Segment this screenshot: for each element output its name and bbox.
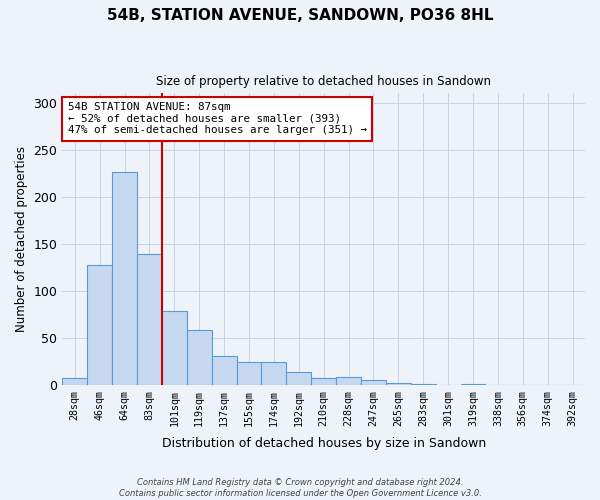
Text: 54B STATION AVENUE: 87sqm
← 52% of detached houses are smaller (393)
47% of semi: 54B STATION AVENUE: 87sqm ← 52% of detac… xyxy=(68,102,367,136)
Bar xyxy=(461,384,485,385)
Bar xyxy=(62,378,87,385)
Bar xyxy=(361,380,386,385)
Bar xyxy=(286,372,311,385)
X-axis label: Distribution of detached houses by size in Sandown: Distribution of detached houses by size … xyxy=(161,437,486,450)
Bar xyxy=(87,264,112,385)
Bar xyxy=(262,362,286,385)
Bar xyxy=(187,330,212,385)
Bar xyxy=(411,384,436,385)
Bar xyxy=(212,356,236,385)
Bar xyxy=(137,254,162,385)
Text: Contains HM Land Registry data © Crown copyright and database right 2024.
Contai: Contains HM Land Registry data © Crown c… xyxy=(119,478,481,498)
Bar xyxy=(386,383,411,385)
Bar xyxy=(336,376,361,385)
Bar xyxy=(236,362,262,385)
Bar xyxy=(311,378,336,385)
Bar xyxy=(162,310,187,385)
Bar xyxy=(112,172,137,385)
Y-axis label: Number of detached properties: Number of detached properties xyxy=(15,146,28,332)
Title: Size of property relative to detached houses in Sandown: Size of property relative to detached ho… xyxy=(156,75,491,88)
Text: 54B, STATION AVENUE, SANDOWN, PO36 8HL: 54B, STATION AVENUE, SANDOWN, PO36 8HL xyxy=(107,8,493,22)
